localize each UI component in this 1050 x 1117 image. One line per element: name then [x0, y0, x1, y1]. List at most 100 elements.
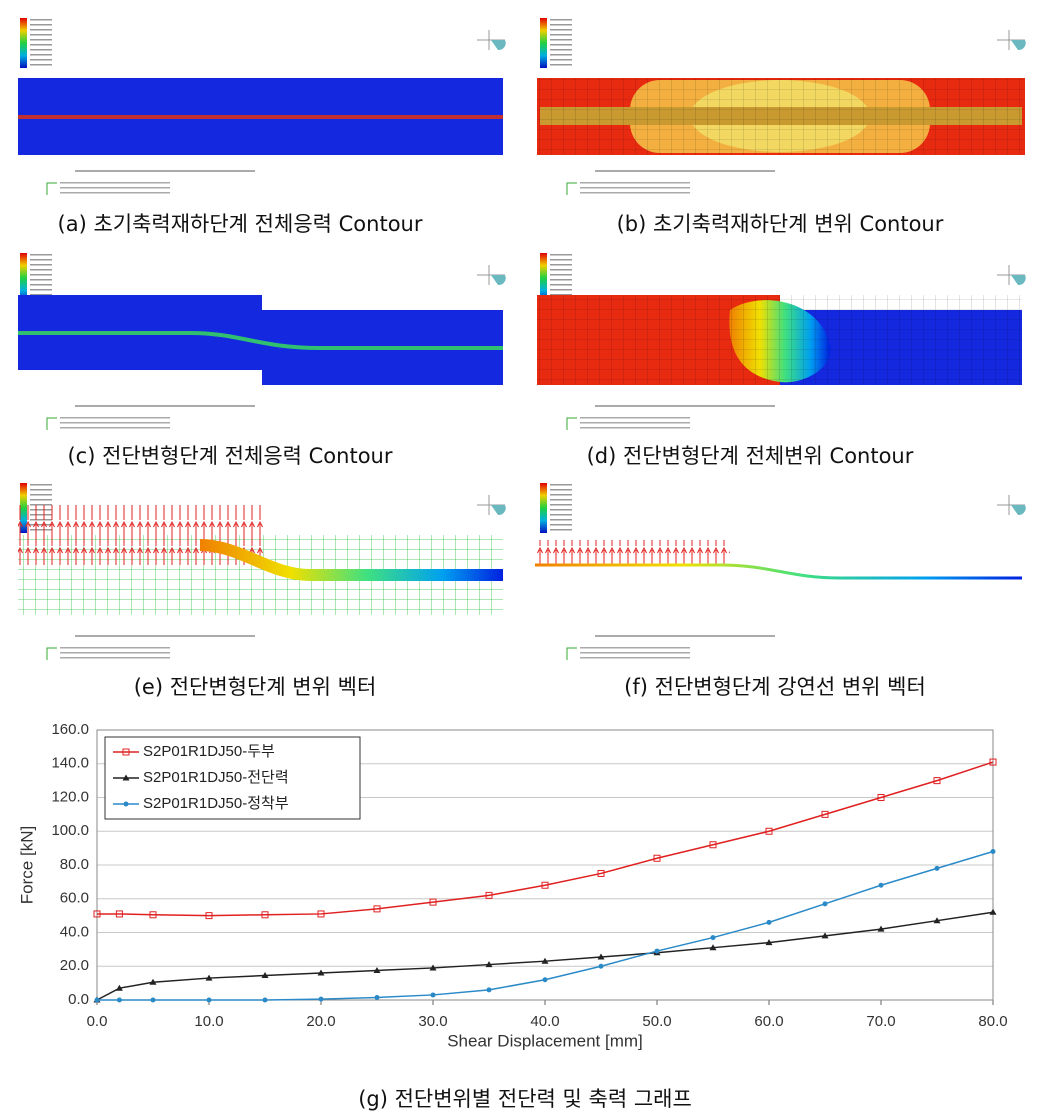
marker — [149, 911, 157, 919]
legend-text — [30, 264, 52, 266]
legend-text — [550, 289, 572, 291]
y-tick-label: 40.0 — [60, 923, 89, 940]
legend-text — [550, 529, 572, 531]
fe-image: (f) 전단변형단계 강연선 변위 벡터 — [540, 483, 1026, 699]
marker — [933, 917, 941, 924]
x-tick-label: 60.0 — [754, 1013, 783, 1030]
marker — [94, 997, 100, 1003]
mesh — [537, 78, 1025, 155]
legend-text — [30, 64, 52, 66]
marker — [933, 777, 941, 785]
y-tick-label: 0.0 — [68, 991, 89, 1008]
y-tick-label: 80.0 — [60, 856, 89, 873]
fe-image: (a) 초기축력재하단계 전체응력 Contour — [20, 18, 506, 236]
view-triad-icon — [491, 275, 506, 286]
axis-triad — [46, 182, 57, 195]
vectors — [199, 539, 503, 581]
legend-text — [30, 29, 52, 31]
marker — [116, 997, 122, 1003]
legend-text — [550, 39, 572, 41]
strand — [18, 115, 503, 119]
axis-triad — [566, 647, 577, 660]
marker — [990, 849, 996, 854]
legend-text — [550, 504, 572, 506]
marker — [709, 841, 717, 849]
info-text — [60, 192, 170, 194]
marker — [485, 891, 493, 899]
marker — [115, 984, 123, 991]
legend-text — [30, 504, 52, 506]
x-tick-label: 40.0 — [530, 1013, 559, 1030]
legend-label: S2P01R1DJ50-전단력 — [143, 769, 289, 786]
axis-triad — [46, 647, 57, 660]
axis-triad — [566, 417, 577, 430]
info-text — [580, 192, 690, 194]
view-triad-icon — [1011, 275, 1026, 286]
marker — [766, 919, 772, 925]
marker — [317, 910, 325, 918]
legend-text — [550, 49, 572, 51]
view-triad-icon — [491, 40, 506, 51]
marker — [429, 898, 437, 906]
marker — [373, 905, 381, 913]
marker — [878, 882, 884, 888]
legend-text — [30, 284, 52, 286]
info-text — [60, 427, 170, 429]
color-legend — [540, 483, 547, 533]
legend-text — [30, 54, 52, 56]
y-tick-label: 120.0 — [51, 788, 89, 805]
info-text — [595, 170, 775, 172]
legend-text — [550, 59, 572, 61]
info-text — [60, 652, 170, 654]
legend-text — [550, 514, 572, 516]
info-text — [580, 182, 690, 184]
marker — [318, 996, 324, 1002]
legend-text — [550, 284, 572, 286]
marker — [710, 935, 716, 941]
y-tick-label: 160.0 — [51, 721, 89, 738]
legend-text — [30, 294, 52, 296]
marker — [934, 865, 940, 871]
marker — [541, 957, 549, 964]
legend-text — [30, 484, 52, 486]
legend-text — [30, 19, 52, 21]
legend-text — [30, 259, 52, 261]
caption: (a) 초기축력재하단계 전체응력 Contour — [58, 212, 423, 236]
fe-image: (c) 전단변형단계 전체응력 Contour — [20, 253, 506, 468]
info-text — [60, 647, 170, 649]
y-tick-label: 20.0 — [60, 957, 89, 974]
caption: (f) 전단변형단계 강연선 변위 벡터 — [624, 675, 926, 699]
legend-label: S2P01R1DJ50-정착부 — [143, 795, 289, 812]
legend-marker — [122, 774, 130, 781]
legend-text — [30, 494, 52, 496]
legend-text — [30, 499, 52, 501]
view-triad-icon — [1011, 40, 1026, 51]
marker — [149, 978, 157, 985]
info-text — [75, 170, 255, 172]
marker — [317, 969, 325, 976]
marker — [822, 901, 828, 907]
info-text — [60, 422, 170, 424]
legend-marker — [123, 801, 129, 807]
marker — [654, 948, 660, 954]
legend-text — [550, 279, 572, 281]
view-triad-icon — [1011, 505, 1026, 516]
color-legend — [540, 18, 547, 68]
marker — [373, 966, 381, 973]
fe-image: (b) 초기축력재하단계 변위 Contour — [540, 18, 1026, 236]
marker — [261, 911, 269, 919]
legend-text — [30, 59, 52, 61]
legend-box — [104, 736, 361, 820]
x-tick-label: 0.0 — [87, 1013, 108, 1030]
strand — [18, 331, 503, 350]
info-text — [60, 182, 170, 184]
y-tick-label: 60.0 — [60, 890, 89, 907]
marker — [765, 939, 773, 946]
caption: (d) 전단변형단계 전체변위 Contour — [587, 444, 914, 468]
x-tick-label: 50.0 — [642, 1013, 671, 1030]
series-line — [97, 761, 994, 917]
marker — [205, 912, 213, 920]
x-tick-label: 10.0 — [194, 1013, 223, 1030]
plot-frame — [96, 729, 994, 1001]
info-text — [580, 417, 690, 419]
